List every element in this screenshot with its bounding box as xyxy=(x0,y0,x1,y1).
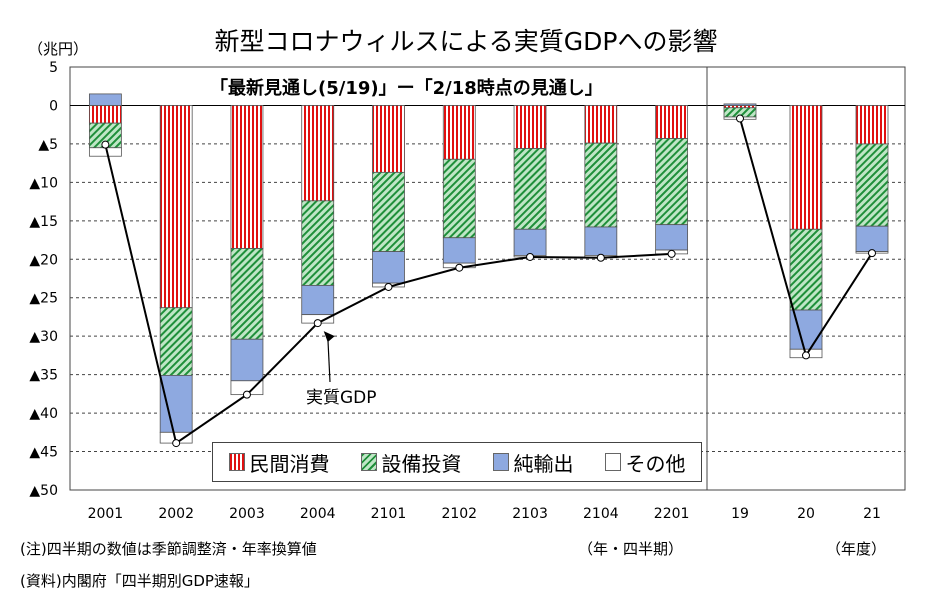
x-tick-label: 2002 xyxy=(158,506,194,522)
y-tick-label: ▲20 xyxy=(29,252,58,268)
x-tick-label: 19 xyxy=(731,506,749,522)
x-tick-label: 20 xyxy=(797,506,815,522)
investment-swatch xyxy=(360,453,377,471)
y-tick-label: ▲40 xyxy=(29,406,58,422)
gdp-point xyxy=(455,263,464,272)
y-tick-label: ▲15 xyxy=(29,214,58,230)
y-tick-label: ▲50 xyxy=(29,483,58,499)
other-swatch xyxy=(604,453,621,471)
annotation-arrow xyxy=(327,335,331,383)
x-tick-label: 2201 xyxy=(654,506,690,522)
bar-consumption xyxy=(88,105,122,124)
bar-exports xyxy=(723,103,757,106)
gdp-line xyxy=(101,114,876,448)
bar-consumption xyxy=(372,105,405,173)
y-tick-label: ▲25 xyxy=(29,291,58,307)
bar-investment xyxy=(442,158,476,239)
bar-exports xyxy=(88,93,122,106)
y-tick-label: 5 xyxy=(49,60,58,76)
source-note: (資料)内閣府「四半期別GDP速報」 xyxy=(20,572,259,590)
bar-exports xyxy=(513,228,547,256)
x-unit-year: （年度） xyxy=(826,540,887,558)
bar-exports xyxy=(301,285,335,316)
bar-other xyxy=(88,147,122,157)
y-tick-label: ▲35 xyxy=(29,368,58,384)
bar-investment xyxy=(230,248,264,340)
gdp-point xyxy=(736,114,744,123)
legend-label-consumption: 民間消費 xyxy=(249,451,330,476)
x-tick-label: 2103 xyxy=(512,506,548,522)
legend-label-exports: 純輸出 xyxy=(513,451,574,476)
bar-consumption xyxy=(584,105,618,144)
consumption-swatch xyxy=(228,453,245,471)
x-tick-label: 2104 xyxy=(583,506,619,522)
gdp-annotation: 実質GDP xyxy=(306,388,377,408)
y-axis-unit: （兆円） xyxy=(28,40,89,58)
plot-frame xyxy=(69,66,906,491)
legend-item-other: その他 xyxy=(604,448,686,477)
x-unit-quarter: （年・四半期） xyxy=(578,540,684,558)
x-tick-label: 2004 xyxy=(300,506,336,522)
gdp-point xyxy=(313,319,322,328)
legend-item-exports: 純輸出 xyxy=(492,448,574,477)
x-tick-label: 2003 xyxy=(229,506,265,522)
bar-exports xyxy=(159,375,193,433)
bar-investment xyxy=(159,307,193,376)
gdp-point xyxy=(101,140,110,149)
gdp-point xyxy=(384,282,393,291)
x-tick-label: 2102 xyxy=(441,506,477,522)
y-tick-label: ▲5 xyxy=(38,137,58,153)
bar-consumption xyxy=(789,105,823,230)
bar-investment xyxy=(655,138,689,226)
legend-label-investment: 設備投資 xyxy=(381,451,462,476)
bar-consumption xyxy=(301,105,335,202)
bar-consumption xyxy=(655,105,689,139)
grid-lines xyxy=(70,66,905,491)
bar-consumption xyxy=(442,105,476,160)
bar-investment xyxy=(372,171,405,252)
legend-item-consumption: 民間消費 xyxy=(228,448,330,477)
tick-labels: 5 0 ▲5 ▲10 ▲15 ▲20 ▲25 ▲30 ▲35 ▲40 ▲45 ▲50 2001 2002 2… xyxy=(29,60,881,522)
x-tick-label: 2101 xyxy=(371,506,407,522)
bar-investment xyxy=(855,143,889,227)
x-tick-label: 21 xyxy=(863,506,881,522)
y-tick-label: 0 xyxy=(49,98,58,114)
bar-investment xyxy=(584,142,618,228)
bar-investment xyxy=(789,228,823,311)
gdp-point xyxy=(868,249,876,258)
gdp-point xyxy=(596,253,605,262)
exports-swatch xyxy=(492,453,509,471)
gdp-point xyxy=(667,249,676,258)
bar-investment xyxy=(301,200,335,286)
axes xyxy=(69,66,906,491)
legend-label-other: その他 xyxy=(625,451,686,476)
bar-consumption xyxy=(159,105,193,309)
gdp-point xyxy=(242,390,251,399)
bar-exports xyxy=(230,338,264,382)
chart-title: 新型コロナウィルスによる実質GDPへの影響 xyxy=(214,27,718,56)
bar-consumption xyxy=(855,105,889,145)
bar-exports xyxy=(442,237,476,264)
bar-exports xyxy=(372,251,405,284)
y-tick-label: ▲45 xyxy=(29,445,58,461)
bar-exports xyxy=(584,226,618,256)
chart-subtitle: 「最新見通し(5/19)」ー「2/18時点の見通し」 xyxy=(210,78,603,99)
gdp-point xyxy=(802,351,810,360)
annotation-arrowhead xyxy=(323,331,335,343)
footnote: (注)四半期の数値は季節調整済・年率換算値 xyxy=(20,540,317,558)
gdp-point xyxy=(526,252,535,261)
bar-investment xyxy=(513,148,547,230)
y-tick-label: ▲30 xyxy=(29,329,58,345)
legend: 民間消費 設備投資 純輸出 その他 xyxy=(212,442,702,482)
stacked-bars xyxy=(88,93,889,444)
bar-exports xyxy=(655,224,689,251)
y-tick-label: ▲10 xyxy=(29,175,58,191)
legend-item-investment: 設備投資 xyxy=(360,448,462,477)
bar-consumption xyxy=(230,105,264,249)
x-tick-label: 2001 xyxy=(88,506,124,522)
gdp-point xyxy=(172,439,181,448)
bar-consumption xyxy=(513,105,547,149)
bar-exports xyxy=(855,225,889,252)
